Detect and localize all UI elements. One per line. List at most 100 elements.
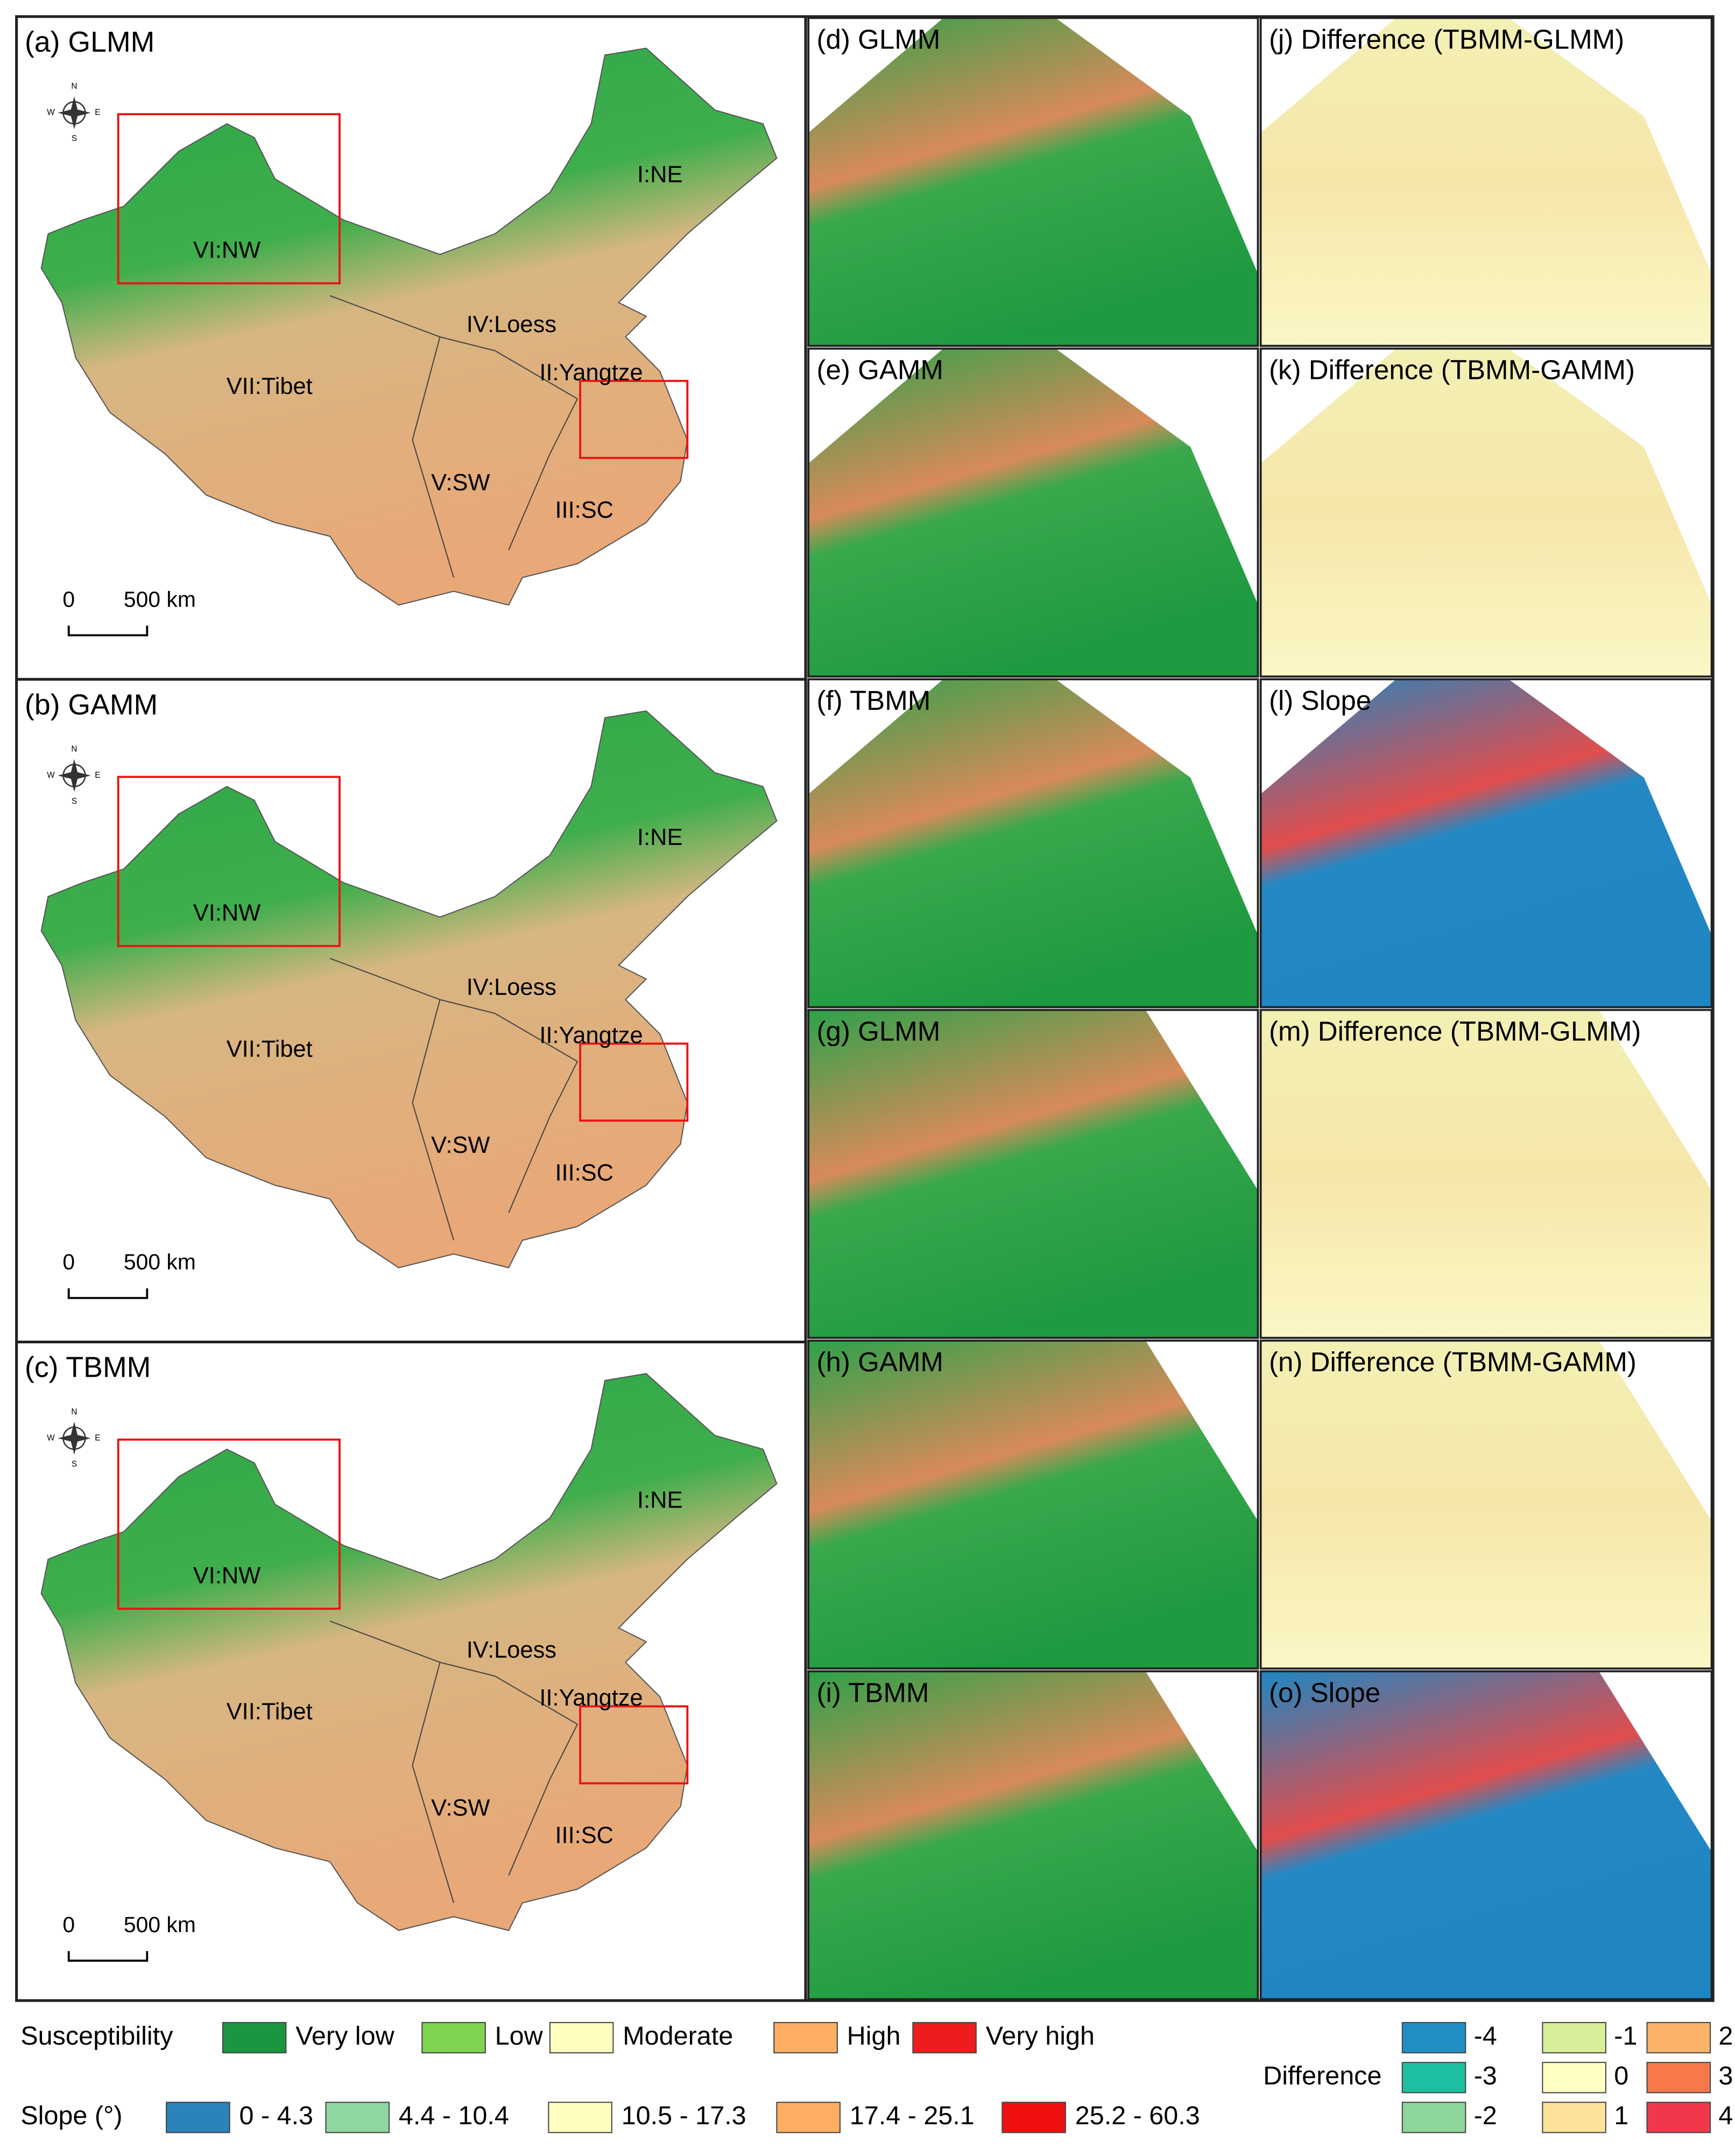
region-label: I:NE xyxy=(637,825,682,850)
map-panel: (c) TBMM I:NE II:Yangtze III:SC IV:Loess V:SW… xyxy=(25,1351,778,1962)
inset-box xyxy=(117,776,341,947)
subpanel-label: (f) TBMM xyxy=(816,685,930,716)
subpanel-label: (i) TBMM xyxy=(816,1677,929,1708)
subpanel-label: (h) GAMM xyxy=(816,1347,943,1377)
subpanel-border xyxy=(807,1009,1259,1339)
compass xyxy=(58,759,91,792)
compass-letter: W xyxy=(47,771,55,780)
no-data xyxy=(808,348,1258,604)
no-data xyxy=(1599,1340,1712,1521)
legend-label: 10.5 - 17.3 xyxy=(622,2101,746,2130)
legend-swatch xyxy=(1646,2062,1711,2094)
compass xyxy=(58,96,91,130)
inset-box xyxy=(117,1438,341,1610)
region-label: VII:Tibet xyxy=(227,1699,313,1725)
compass-letter: S xyxy=(72,134,77,143)
panel-label: (b) GAMM xyxy=(25,688,158,721)
region-label: VI:NW xyxy=(193,900,260,926)
scale-bar xyxy=(67,1951,149,1962)
legend-swatch xyxy=(222,2022,287,2054)
region-boundary xyxy=(329,295,578,578)
subpanel-border xyxy=(1259,678,1713,1009)
compass-letter: S xyxy=(72,1460,77,1469)
legend-label: 0 xyxy=(1614,2061,1628,2090)
legend-label: Low xyxy=(495,2021,544,2051)
subpanel-label: (d) GLMM xyxy=(816,24,940,54)
inset-box xyxy=(117,113,341,285)
panel-label: (a) GLMM xyxy=(25,26,154,58)
region-label: VI:NW xyxy=(193,237,260,263)
subpanel-border xyxy=(1259,1340,1713,1670)
subpanel-label: (g) GLMM xyxy=(816,1016,940,1046)
region-label: V:SW xyxy=(431,1795,490,1821)
region-label: III:SC xyxy=(555,1160,613,1186)
scale-label: 0 xyxy=(62,1912,75,1937)
no-data xyxy=(808,679,1258,935)
compass-letter: N xyxy=(71,744,77,753)
legend-label: High xyxy=(847,2021,901,2051)
legend-swatch xyxy=(1646,2102,1711,2133)
region-label: IV:Loess xyxy=(467,312,556,337)
subpanel-label: (o) Slope xyxy=(1269,1677,1380,1708)
region-label: IV:Loess xyxy=(467,974,556,1000)
region-label: V:SW xyxy=(431,1132,490,1158)
legend-swatch xyxy=(1401,2102,1466,2133)
subpanel-label: (m) Difference (TBMM-GLMM) xyxy=(1269,1016,1641,1046)
subpanel-border xyxy=(807,1340,1259,1670)
legend-label: 25.2 - 60.3 xyxy=(1075,2101,1200,2130)
inset-box xyxy=(579,1705,689,1785)
no-data xyxy=(1145,1340,1258,1521)
legend-label: -1 xyxy=(1614,2021,1637,2051)
legend-label: Very low xyxy=(295,2021,394,2051)
china-map xyxy=(40,1372,778,1932)
legend-label: -4 xyxy=(1474,2021,1497,2051)
no-data xyxy=(1145,1671,1258,1852)
subpanel-border xyxy=(1259,1670,1713,2000)
subpanel-border xyxy=(1259,347,1713,678)
subpanel-label: (l) Slope xyxy=(1269,685,1371,716)
legend-label: Very high xyxy=(986,2021,1095,2051)
scale-label: 500 km xyxy=(124,1250,196,1274)
legend-title: Susceptibility xyxy=(20,2021,173,2051)
legend-label: -2 xyxy=(1474,2101,1497,2130)
subpanel-label: (e) GAMM xyxy=(816,355,943,385)
legend-swatch xyxy=(1401,2062,1466,2094)
region-label: II:Yangtze xyxy=(539,360,643,385)
compass-letter: E xyxy=(95,771,100,780)
legend-label: 2 xyxy=(1718,2021,1733,2051)
panel-label: (c) TBMM xyxy=(25,1351,151,1384)
legend-label: Moderate xyxy=(623,2021,733,2051)
inset-box xyxy=(579,379,689,459)
region-label: I:NE xyxy=(637,1487,682,1513)
region-label: VI:NW xyxy=(193,1563,260,1589)
legend-label: 4 xyxy=(1718,2101,1733,2130)
scale-label: 500 km xyxy=(124,1912,196,1937)
region-label: I:NE xyxy=(637,162,682,188)
map-panel: (b) GAMM I:NE II:Yangtze III:SC IV:Loess V:SW… xyxy=(16,688,806,1344)
compass-letter: W xyxy=(47,108,55,117)
subpanel-label: (n) Difference (TBMM-GAMM) xyxy=(1269,1347,1637,1377)
no-data xyxy=(1260,18,1712,274)
legend-swatch xyxy=(549,2022,614,2054)
subpanel-border xyxy=(807,1670,1259,2000)
china-map xyxy=(40,47,778,606)
legend-swatch xyxy=(1542,2062,1606,2094)
no-data xyxy=(1145,1010,1258,1190)
region-label: II:Yangtze xyxy=(539,1023,643,1048)
compass xyxy=(58,1421,91,1455)
scale-label: 500 km xyxy=(124,587,196,611)
subpanel-border xyxy=(1259,1009,1713,1339)
map-panel: (a) GLMM I:NE II:Yangtze III:SC IV:Loess V:SW… xyxy=(16,26,806,681)
compass-letter: S xyxy=(72,797,77,806)
region-label: V:SW xyxy=(431,470,490,496)
legend-swatch xyxy=(912,2022,977,2054)
compass-letter: N xyxy=(71,82,77,91)
scale-bar xyxy=(67,625,149,637)
scale-label: 0 xyxy=(62,587,75,611)
compass-letter: N xyxy=(71,1407,77,1417)
legend-swatch xyxy=(325,2102,390,2133)
legend-label: 3 xyxy=(1718,2061,1733,2090)
region-label: VII:Tibet xyxy=(227,374,313,399)
frame xyxy=(15,15,1715,2002)
